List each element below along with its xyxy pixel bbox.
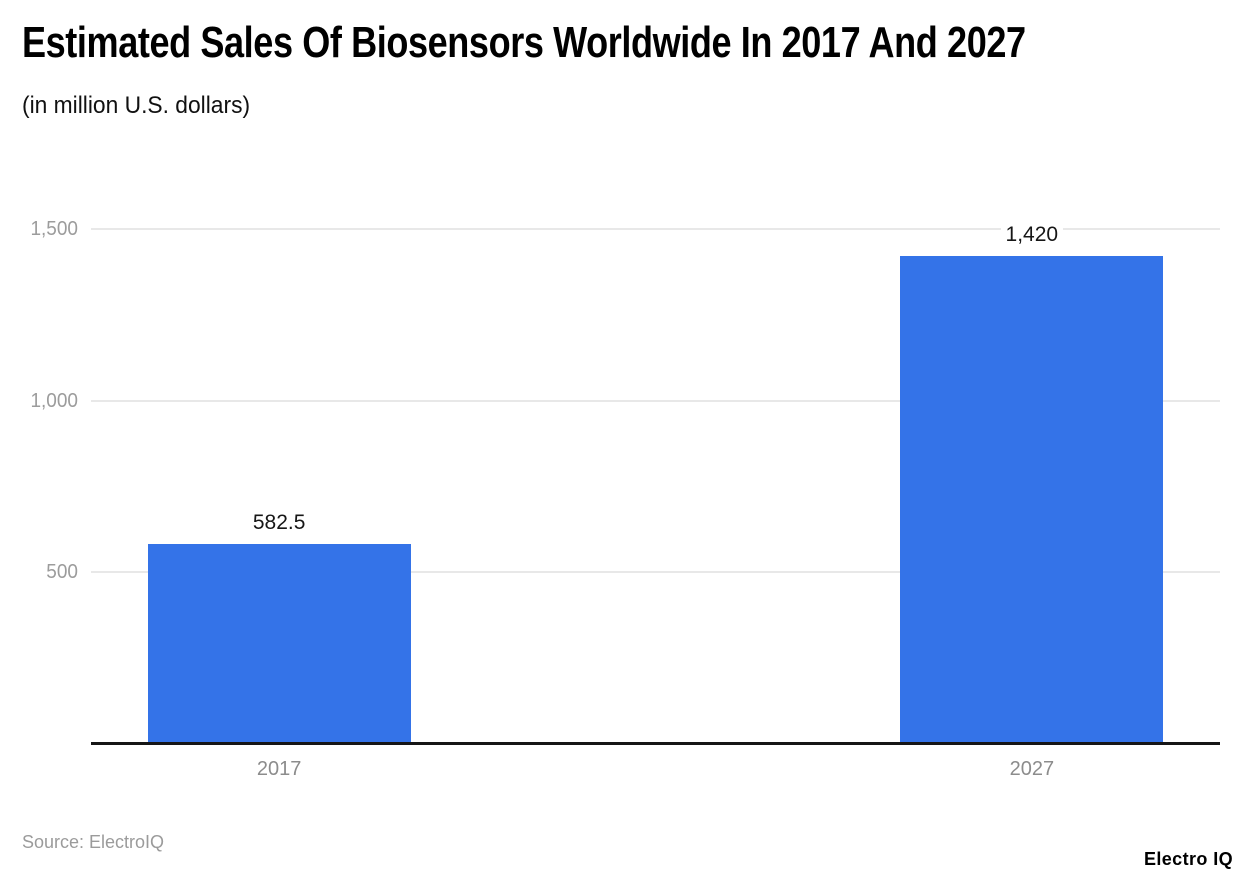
source-note: Source: ElectroIQ <box>22 832 165 852</box>
bar-2027 <box>900 256 1164 744</box>
chart-title: Estimated Sales Of Biosensors Worldwide … <box>22 18 1026 67</box>
gridline <box>91 571 1220 574</box>
x-tick-label: 2027 <box>1009 758 1055 780</box>
gridline <box>91 399 1220 402</box>
y-tick-label: 500 <box>46 561 78 584</box>
value-label: 582.5 <box>179 510 379 536</box>
value-label: 1,420 <box>932 222 1132 248</box>
bar-2017 <box>147 544 411 744</box>
y-tick-label: 1,000 <box>30 389 78 412</box>
chart-subtitle: (in million U.S. dollars) <box>22 92 251 119</box>
gridline <box>91 228 1220 230</box>
brand-logo: Electro IQ <box>1143 849 1233 869</box>
y-tick-label: 1,500 <box>30 218 78 240</box>
x-tick-label: 2017 <box>256 758 302 780</box>
x-axis-line <box>91 742 1220 745</box>
